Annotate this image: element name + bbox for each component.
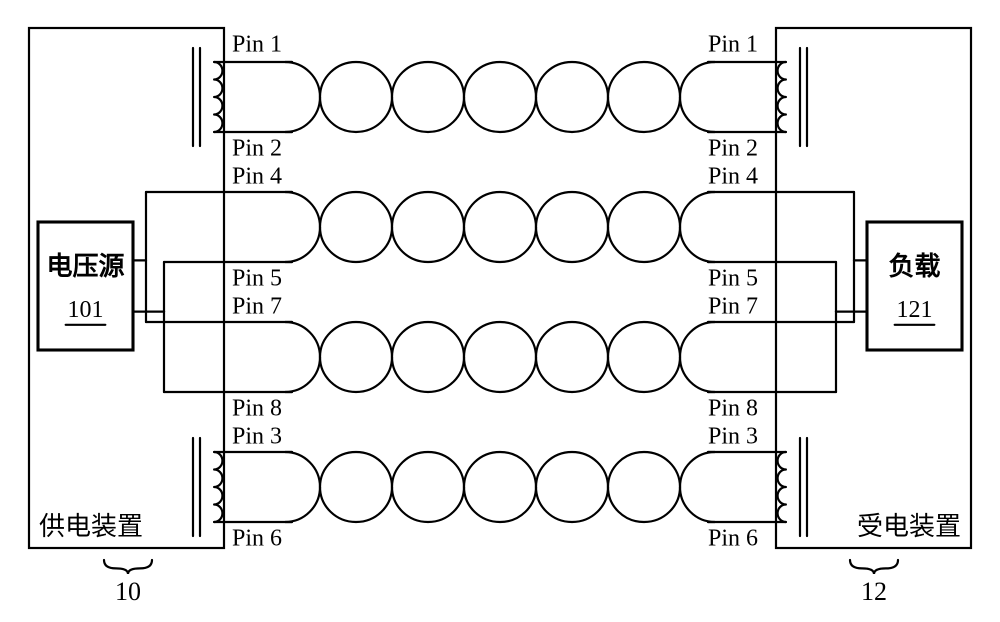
svg-text:10: 10 [115,577,141,606]
svg-text:受电装置: 受电装置 [857,511,961,541]
svg-text:Pin 4: Pin 4 [232,164,282,190]
svg-text:12: 12 [861,577,887,606]
svg-text:Pin 8: Pin 8 [232,396,282,422]
svg-text:Pin 2: Pin 2 [232,136,282,162]
svg-text:Pin 3: Pin 3 [708,424,758,450]
svg-text:Pin 2: Pin 2 [708,136,758,162]
svg-text:Pin 7: Pin 7 [708,294,758,320]
svg-text:Pin 1: Pin 1 [232,32,282,58]
svg-text:Pin 5: Pin 5 [232,266,282,292]
svg-text:Pin 3: Pin 3 [232,424,282,450]
svg-text:121: 121 [897,297,933,323]
svg-text:Pin 1: Pin 1 [708,32,758,58]
svg-text:Pin 4: Pin 4 [708,164,758,190]
svg-text:Pin 7: Pin 7 [232,294,282,320]
svg-text:101: 101 [68,297,104,323]
svg-text:负载: 负载 [888,251,940,281]
svg-text:Pin 8: Pin 8 [708,396,758,422]
svg-text:电压源: 电压源 [46,251,124,281]
svg-text:Pin 6: Pin 6 [708,526,758,552]
svg-text:Pin 5: Pin 5 [708,266,758,292]
svg-text:供电装置: 供电装置 [39,511,143,541]
svg-text:Pin 6: Pin 6 [232,526,282,552]
